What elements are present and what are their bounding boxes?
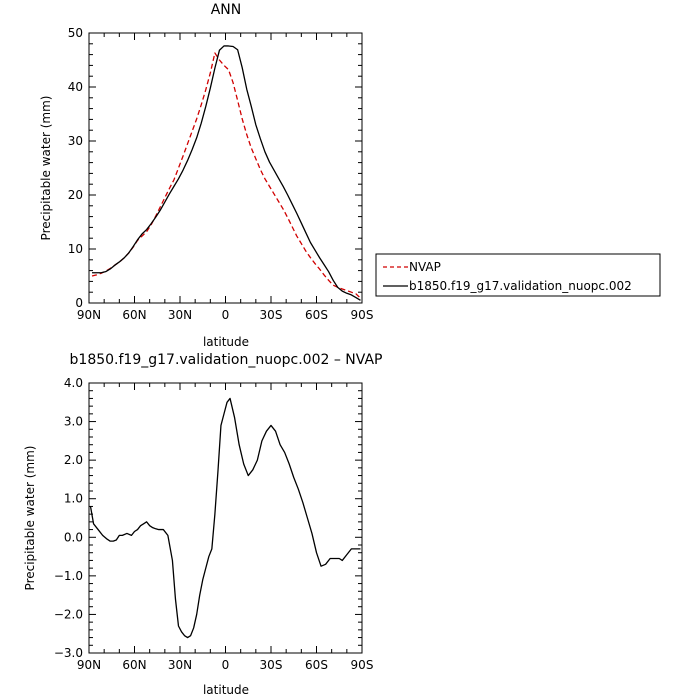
bottom-chart-x-axis-label: latitude (203, 683, 249, 697)
series-line-difference (89, 397, 361, 639)
y-tick-label: 10 (68, 242, 83, 256)
y-tick-label: 4.0 (64, 376, 83, 390)
x-tick-label: 90N (77, 308, 101, 322)
y-tick-label: −1.0 (54, 569, 83, 583)
y-tick-label: 1.0 (64, 492, 83, 506)
x-tick-label: 30N (168, 658, 192, 672)
bottom-chart-title: b1850.f19_g17.validation_nuopc.002 – NVA… (70, 352, 383, 368)
x-tick-label: 30N (168, 308, 192, 322)
y-tick-label: 3.0 (64, 415, 83, 429)
legend-label-model: b1850.f19_g17.validation_nuopc.002 (409, 279, 632, 293)
x-tick-label: 0 (222, 658, 230, 672)
y-tick-label: 0.0 (64, 530, 83, 544)
y-tick-label: 0 (75, 296, 83, 310)
top-chart-series (91, 45, 361, 301)
top-chart-title: ANN (211, 2, 242, 18)
legend-label-nvap: NVAP (409, 260, 441, 274)
y-tick-label: −3.0 (54, 646, 83, 660)
top-chart-ticks: 90N 60N 30N 0 30S 60S 90S 0 10 20 30 40 50 (68, 26, 374, 322)
top-chart-x-axis-label: latitude (203, 335, 249, 349)
y-tick-label: 2.0 (64, 453, 83, 467)
y-tick-label: 30 (68, 134, 83, 148)
bottom-chart-ticks: 90N 60N 30N 0 30S 60S 90S −3.0 −2.0 −1.0 0.0 1.0 2.0… (54, 376, 374, 672)
x-tick-label: 0 (222, 308, 230, 322)
x-tick-label: 60N (122, 308, 146, 322)
y-tick-label: 20 (68, 188, 83, 202)
bottom-chart-y-axis-label: Precipitable water (mm) (23, 446, 37, 591)
x-tick-label: 30S (260, 658, 283, 672)
x-tick-label: 60S (305, 308, 328, 322)
bottom-chart-frame (88, 382, 363, 654)
y-tick-label: −2.0 (54, 607, 83, 621)
x-tick-label: 60S (305, 658, 328, 672)
x-tick-label: 30S (260, 308, 283, 322)
y-tick-label: 50 (68, 26, 83, 40)
x-tick-label: 90S (351, 658, 374, 672)
x-tick-label: 60N (122, 658, 146, 672)
top-chart-frame (88, 32, 363, 304)
bottom-chart: b1850.f19_g17.validation_nuopc.002 – NVA… (23, 352, 382, 697)
series-line-nvap (91, 52, 361, 299)
legend-box (375, 253, 661, 297)
series-line-b1850-f19-g17-validation-nuopc-002 (92, 45, 361, 301)
top-chart-legend: NVAP b1850.f19_g17.validation_nuopc.002 (375, 253, 661, 297)
top-chart-y-axis-label: Precipitable water (mm) (39, 96, 53, 241)
top-chart: ANN Precipitable water (mm) latitude 90N… (39, 2, 373, 349)
y-tick-label: 40 (68, 80, 83, 94)
bottom-chart-series (89, 397, 361, 639)
x-tick-label: 90S (351, 308, 374, 322)
x-tick-label: 90N (77, 658, 101, 672)
